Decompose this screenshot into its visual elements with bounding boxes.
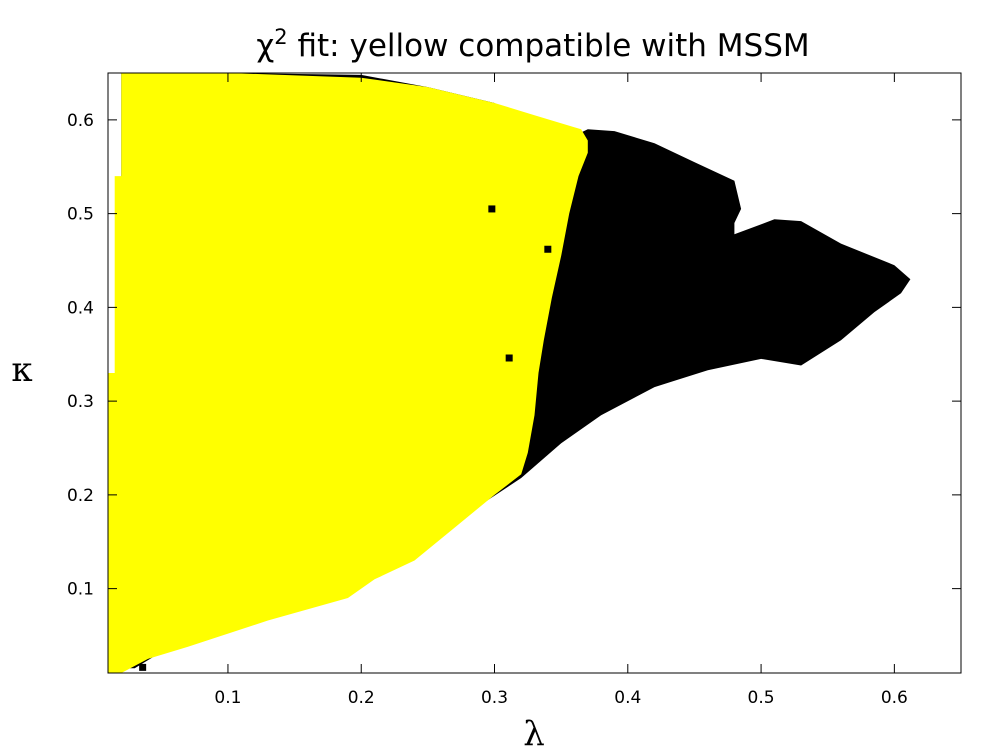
isolated-cell-1 bbox=[544, 245, 552, 253]
region-compatible-1 bbox=[108, 73, 588, 673]
x-tick-label: 0.3 bbox=[481, 688, 508, 708]
axis-ticks: 0.1 0.2 0.3 0.4 0.5 0.6 0.1 0.2 0.3 0.4 0.5 0.6 bbox=[67, 73, 961, 708]
isolated-cell-3 bbox=[139, 663, 147, 671]
plot-frame bbox=[107, 72, 962, 674]
title-symbol: χ bbox=[256, 28, 274, 64]
x-axis-title: λ bbox=[523, 714, 545, 750]
isolated-cell-2 bbox=[505, 354, 513, 362]
x-tick-label: 0.1 bbox=[214, 688, 241, 708]
y-tick-label: 0.3 bbox=[67, 392, 94, 412]
x-tick-label: 0.2 bbox=[348, 688, 375, 708]
x-tick-label: 0.5 bbox=[748, 688, 775, 708]
y-axis-title: κ bbox=[11, 350, 32, 390]
y-tick-label: 0.6 bbox=[67, 111, 94, 131]
title-superscript: 2 bbox=[274, 25, 287, 49]
title-text: fit: yellow compatible with MSSM bbox=[288, 28, 810, 64]
x-tick-label: 0.6 bbox=[881, 688, 908, 708]
y-tick-label: 0.2 bbox=[67, 486, 94, 506]
y-tick-label: 0.1 bbox=[67, 580, 94, 600]
y-tick-label: 0.5 bbox=[67, 205, 94, 225]
y-tick-label: 0.4 bbox=[67, 298, 94, 318]
plot-regions bbox=[108, 73, 911, 673]
chart-title: χ2 fit: yellow compatible with MSSM bbox=[256, 25, 809, 64]
x-tick-label: 0.4 bbox=[614, 688, 641, 708]
isolated-cell-0 bbox=[488, 205, 496, 213]
